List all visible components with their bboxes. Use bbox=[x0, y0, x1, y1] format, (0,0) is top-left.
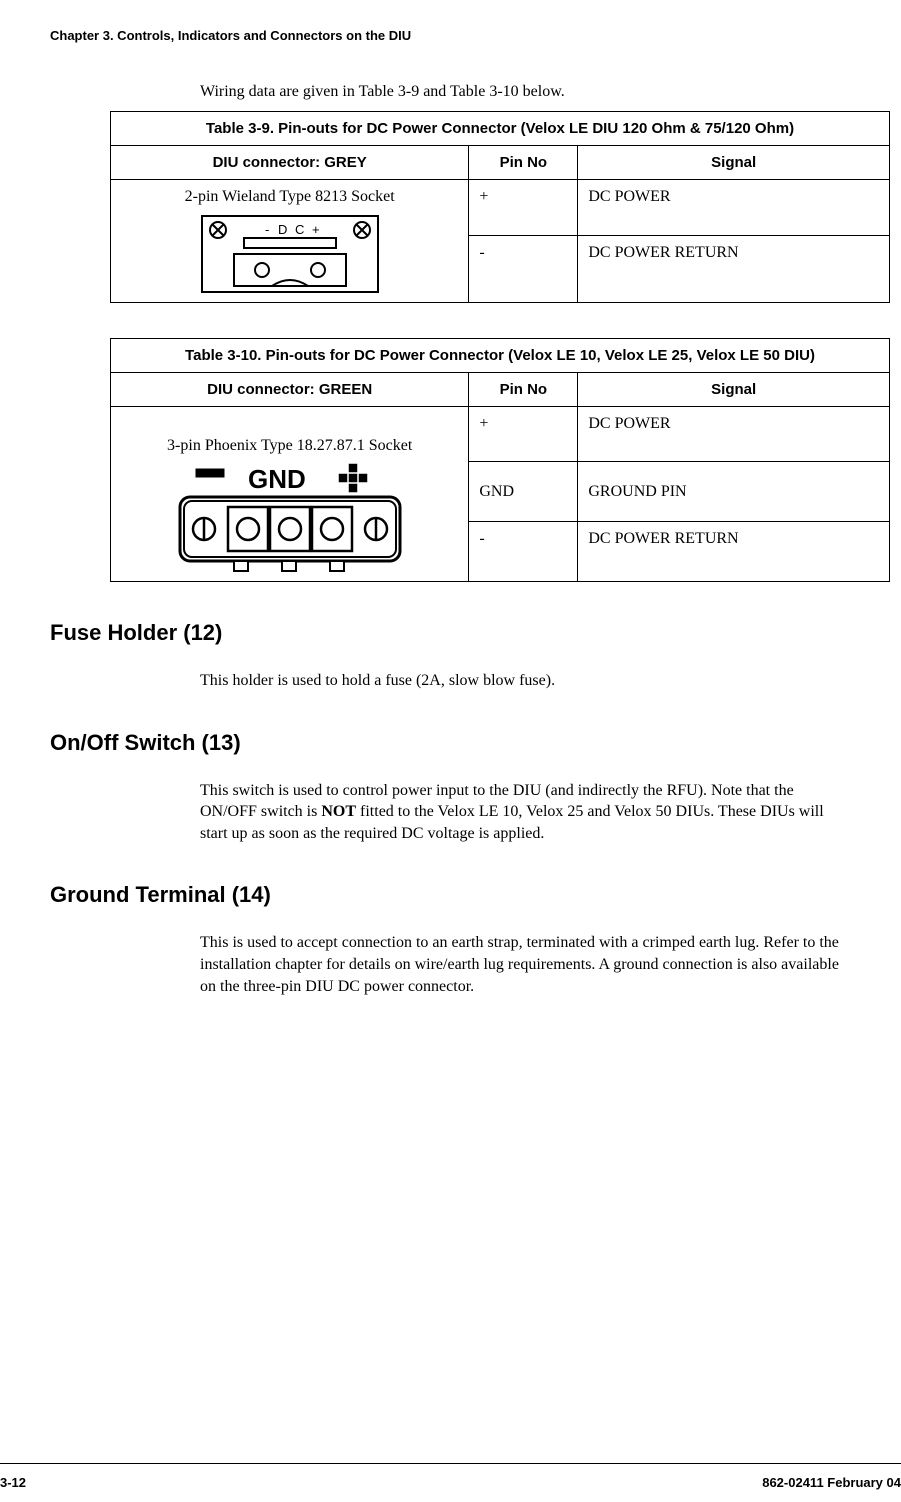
ground-terminal-heading: Ground Terminal (14) bbox=[50, 882, 851, 908]
table2-header-connector: DIU connector: GREEN bbox=[111, 373, 469, 407]
table2-row1-signal: GROUND PIN bbox=[578, 462, 890, 522]
table2-connector-cell: 3-pin Phoenix Type 18.27.87.1 Socket GND bbox=[111, 407, 469, 582]
svg-text:D C: D C bbox=[278, 222, 306, 237]
svg-text:GND: GND bbox=[248, 464, 306, 494]
footer-rule bbox=[0, 1463, 901, 1464]
footer-doc-id: 862-02411 February 04 bbox=[762, 1475, 901, 1490]
fuse-holder-heading: Fuse Holder (12) bbox=[50, 620, 851, 646]
table2-row2-signal: DC POWER RETURN bbox=[578, 522, 890, 582]
onoff-switch-heading: On/Off Switch (13) bbox=[50, 730, 851, 756]
table1-row0-pin: + bbox=[469, 180, 578, 236]
table1-title: Table 3-9. Pin-outs for DC Power Connect… bbox=[111, 112, 890, 146]
table2-title: Table 3-10. Pin-outs for DC Power Connec… bbox=[111, 339, 890, 373]
wieland-socket-icon: - D C + bbox=[200, 214, 380, 294]
table1-row1-signal: DC POWER RETURN bbox=[578, 235, 890, 302]
intro-text: Wiring data are given in Table 3-9 and T… bbox=[200, 83, 851, 101]
table1-connector-cell: 2-pin Wieland Type 8213 Socket - D C + bbox=[111, 180, 469, 303]
svg-text:-: - bbox=[265, 222, 269, 237]
table2-header-pin: Pin No bbox=[469, 373, 578, 407]
table2-row0-signal: DC POWER bbox=[578, 407, 890, 462]
table2-connector-label: 3-pin Phoenix Type 18.27.87.1 Socket bbox=[121, 437, 458, 455]
onoff-body-bold: NOT bbox=[321, 803, 356, 820]
chapter-header: Chapter 3. Controls, Indicators and Conn… bbox=[50, 28, 851, 43]
table2-row1-pin: GND bbox=[469, 462, 578, 522]
table1-row1-pin: - bbox=[469, 235, 578, 302]
table2-row2-pin: - bbox=[469, 522, 578, 582]
onoff-switch-body: This switch is used to control power inp… bbox=[200, 780, 850, 845]
table1-connector-label: 2-pin Wieland Type 8213 Socket bbox=[121, 188, 458, 206]
table1-row0-signal: DC POWER bbox=[578, 180, 890, 236]
footer-page-number: 3-12 bbox=[0, 1475, 26, 1490]
table2-row0-pin: + bbox=[469, 407, 578, 462]
table-3-9: Table 3-9. Pin-outs for DC Power Connect… bbox=[110, 111, 890, 303]
svg-text:+: + bbox=[312, 222, 320, 237]
phoenix-socket-icon: GND bbox=[170, 463, 410, 573]
table1-header-pin: Pin No bbox=[469, 146, 578, 180]
ground-terminal-body: This is used to accept connection to an … bbox=[200, 932, 850, 997]
table1-header-connector: DIU connector: GREY bbox=[111, 146, 469, 180]
table-3-10: Table 3-10. Pin-outs for DC Power Connec… bbox=[110, 338, 890, 582]
table1-header-signal: Signal bbox=[578, 146, 890, 180]
fuse-holder-body: This holder is used to hold a fuse (2A, … bbox=[200, 670, 850, 692]
table2-header-signal: Signal bbox=[578, 373, 890, 407]
